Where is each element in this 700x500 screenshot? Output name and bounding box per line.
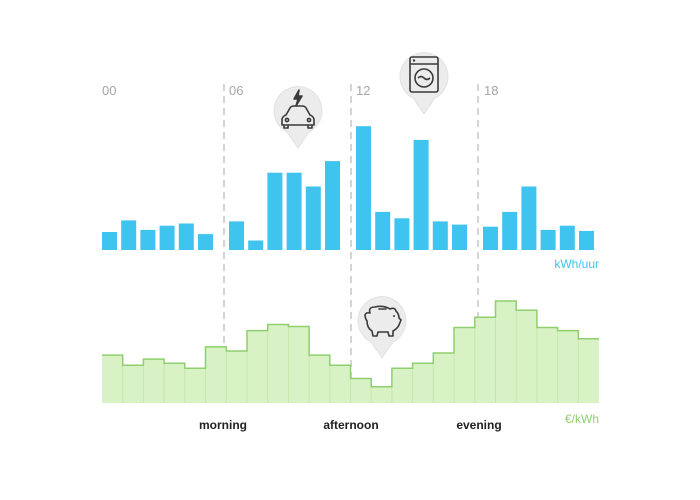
piggy-bank-marker <box>357 296 407 359</box>
washing-machine-icon <box>409 56 439 93</box>
consumption-bars <box>102 126 594 251</box>
consumption-bar <box>579 230 594 250</box>
consumption-bar <box>229 221 244 250</box>
period-label-morning: morning <box>199 418 247 432</box>
consumption-bar <box>502 211 518 250</box>
hour-label-12: 12 <box>356 83 370 98</box>
electric-car-icon <box>281 89 315 129</box>
consumption-bar <box>286 172 302 250</box>
hour-label-00: 00 <box>102 83 116 98</box>
consumption-bar <box>102 232 117 250</box>
period-label-afternoon: afternoon <box>323 418 378 432</box>
price-line <box>102 300 599 388</box>
piggy-bank-icon <box>364 305 402 337</box>
consumption-bar <box>375 211 391 250</box>
consumption-bar <box>540 229 556 250</box>
consumption-bar <box>452 224 467 250</box>
consumption-bar <box>432 221 448 250</box>
consumption-bar <box>325 161 340 250</box>
consumption-bar <box>248 240 264 250</box>
consumption-bar <box>521 186 537 250</box>
consumption-bar <box>356 126 371 250</box>
consumption-bar <box>267 172 283 250</box>
price-area <box>102 300 599 403</box>
consumption-bar <box>198 234 213 250</box>
consumption-bar <box>140 229 156 250</box>
consumption-bar <box>178 223 194 250</box>
consumption-bar <box>159 225 175 250</box>
hour-label-06: 06 <box>229 83 243 98</box>
consumption-bar <box>394 218 410 251</box>
consumption-unit-label: kWh/uur <box>554 257 599 271</box>
consumption-bar <box>121 220 137 250</box>
period-label-evening: evening <box>456 418 501 432</box>
hour-label-18: 18 <box>484 83 498 98</box>
consumption-bar <box>483 226 498 250</box>
consumption-bar <box>413 139 429 250</box>
consumption-bar <box>305 186 321 250</box>
consumption-bar <box>559 225 575 250</box>
washing-machine-marker <box>399 52 449 115</box>
price-unit-label: €/kWh <box>565 412 599 426</box>
electric-car-marker <box>273 86 323 149</box>
